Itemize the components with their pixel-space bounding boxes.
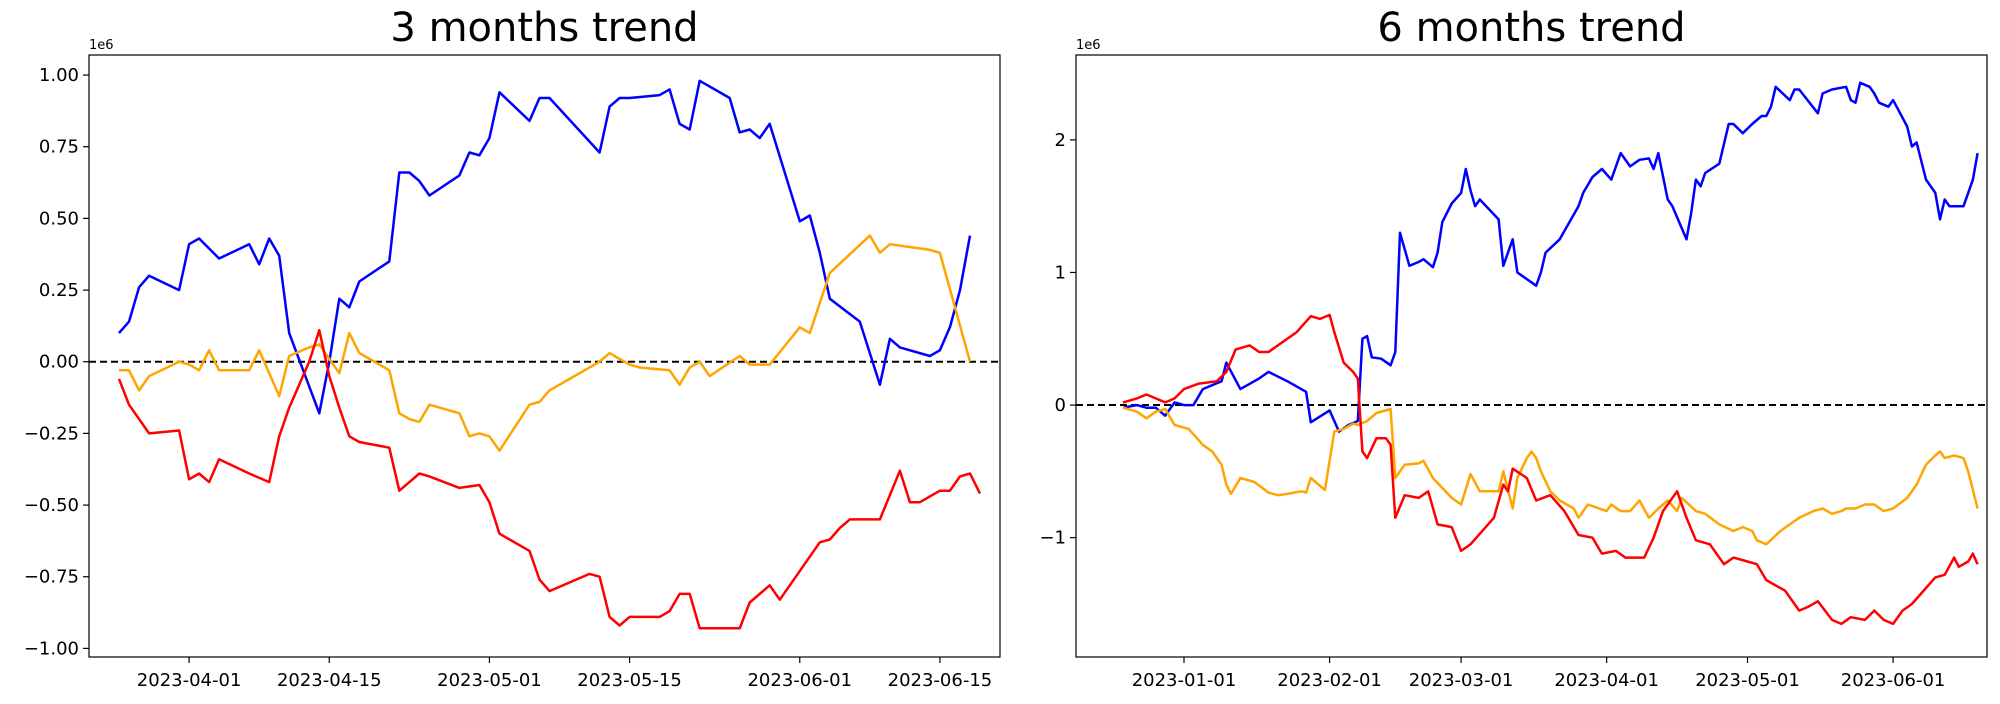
chart-1-y-tick-label: 0.00 xyxy=(39,352,79,373)
chart-2-y-offset-label: 1e6 xyxy=(1076,38,1101,53)
chart-1-y-tick-label: 1.00 xyxy=(39,65,79,86)
chart-1-series-line-1 xyxy=(118,79,972,415)
chart-1-title: 3 months trend xyxy=(390,5,698,51)
chart-1-y-tick-label: −1.00 xyxy=(24,638,79,659)
chart-2-x-tick-label: 2023-01-01 xyxy=(1132,670,1237,691)
chart-1-axes-frame xyxy=(88,54,1001,658)
chart-2-series-line-3 xyxy=(1122,313,1979,626)
chart-1-series-line-2 xyxy=(119,234,972,452)
chart-1-y-tick-label: −0.50 xyxy=(24,495,79,516)
chart-2-y-tick-label: 0 xyxy=(1055,395,1066,416)
chart-1-y-offset-label: 1e6 xyxy=(89,38,114,53)
chart-2-title: 6 months trend xyxy=(1377,5,1685,51)
chart-1-x-tick-label: 2023-05-15 xyxy=(577,670,682,691)
chart-1-x-tick-label: 2023-04-15 xyxy=(277,670,382,691)
chart-2-x-tick-label: 2023-05-01 xyxy=(1695,670,1800,691)
chart-1-y-tick-label: 0.25 xyxy=(39,280,79,301)
chart-1-y-tick-label: 0.75 xyxy=(39,137,79,158)
chart-1-y-tick-label: −0.25 xyxy=(24,423,79,444)
chart-2-series-line-2 xyxy=(1122,406,1979,546)
chart-2-y-tick-label: 1 xyxy=(1055,262,1066,283)
chart-1-x-tick-label: 2023-06-15 xyxy=(888,670,993,691)
chart-1-x-tick-label: 2023-04-01 xyxy=(137,670,242,691)
chart-2-axes-frame xyxy=(1075,54,1988,658)
chart-2-series-line-1 xyxy=(1122,81,1979,433)
chart-2-x-tick-label: 2023-04-01 xyxy=(1554,670,1659,691)
chart-2-x-tick-label: 2023-06-01 xyxy=(1841,670,1946,691)
chart-1-series-line-3 xyxy=(117,328,982,630)
chart-1-x-tick-label: 2023-06-01 xyxy=(747,670,852,691)
chart-2-y-tick-label: −1 xyxy=(1039,528,1066,549)
chart-1-x-tick-label: 2023-05-01 xyxy=(437,670,542,691)
chart-2-x-tick-label: 2023-03-01 xyxy=(1409,670,1514,691)
chart-2-y-tick-label: 2 xyxy=(1055,130,1066,151)
chart-2-x-tick-label: 2023-02-01 xyxy=(1277,670,1382,691)
chart-panel-3-months: 3 months trend 1e6 2023-04-01 2023-04-15 202… xyxy=(24,5,1001,691)
chart-1-y-tick-label: −0.75 xyxy=(24,567,79,588)
chart-1-y-tick-label: 0.50 xyxy=(39,208,79,229)
